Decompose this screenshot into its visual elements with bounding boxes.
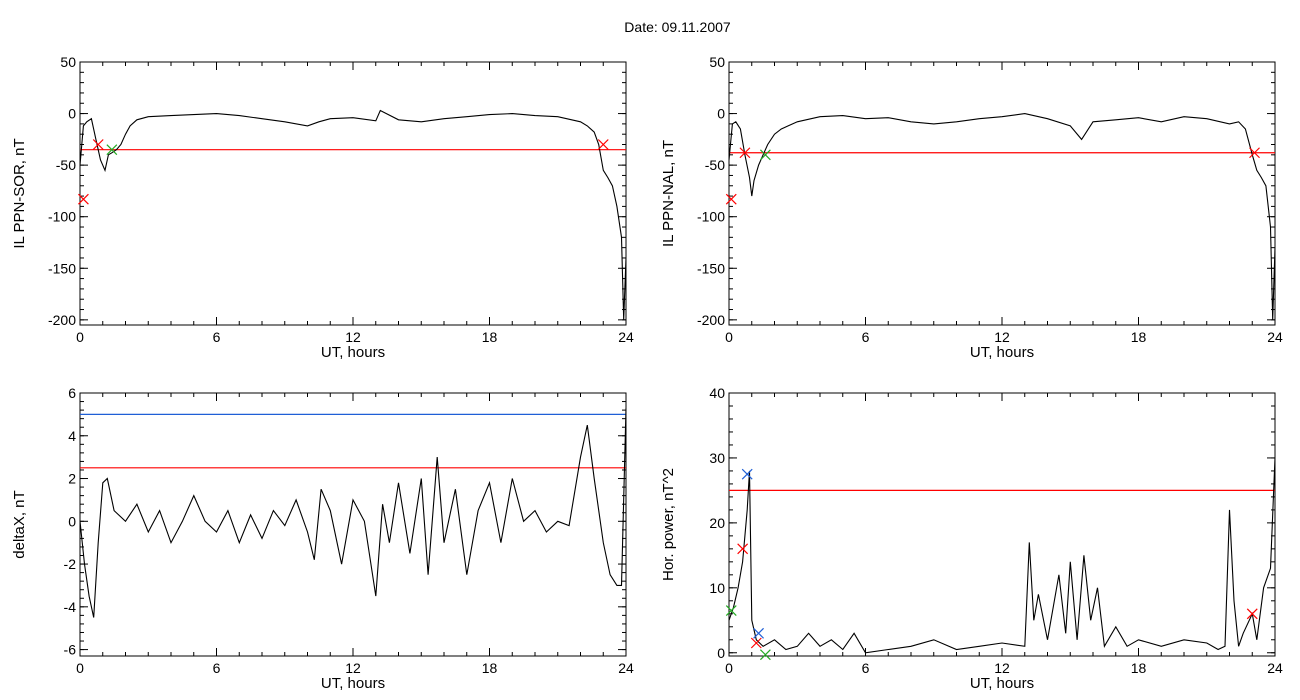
series-line <box>80 407 626 618</box>
x-tick-label: 6 <box>213 329 221 345</box>
x-axis-label: UT, hours <box>970 675 1034 692</box>
x-tick-label: 18 <box>482 660 498 676</box>
x-tick-label: 12 <box>994 329 1010 345</box>
y-tick-label: 30 <box>709 450 725 466</box>
y-tick-label: 0 <box>717 645 725 661</box>
marker-red <box>1249 147 1260 159</box>
plot-frame <box>728 392 1276 657</box>
y-tick-label: 20 <box>709 515 725 531</box>
y-tick-label: -200 <box>697 312 725 328</box>
x-tick-label: 24 <box>618 660 634 676</box>
x-tick-label: 24 <box>1267 660 1283 676</box>
marker-blue <box>753 627 764 639</box>
marker-green <box>725 605 737 616</box>
y-tick-label: -6 <box>64 642 77 658</box>
y-axis-label: deltaX, nT <box>11 490 28 558</box>
y-axis-label: Hor. power, nT^2 <box>660 468 677 581</box>
y-tick-label: 50 <box>60 54 76 70</box>
y-tick-label: -150 <box>697 260 725 276</box>
y-tick-label: -50 <box>56 157 76 173</box>
plot-frame <box>728 61 1276 326</box>
marker-red <box>750 637 762 649</box>
marker-red <box>725 193 737 205</box>
marker-blue <box>741 468 753 480</box>
x-tick-label: 18 <box>1131 660 1147 676</box>
y-tick-label: -100 <box>48 209 76 225</box>
y-tick-label: 2 <box>68 471 76 487</box>
marker-red <box>92 139 104 150</box>
y-tick-label: 0 <box>68 513 76 529</box>
y-axis-label: IL PPN-NAL, nT <box>660 140 677 247</box>
x-tick-label: 24 <box>1267 329 1283 345</box>
marker-red <box>1246 608 1258 620</box>
chart-panel-4: 0 6 12 18 24 40 30 20 10 0 UT, hours Hor. power, nT… <box>660 385 1283 692</box>
x-tick-label: 6 <box>862 660 870 676</box>
plot-frame <box>79 61 627 326</box>
y-tick-label: 40 <box>709 385 725 401</box>
x-tick-label: 0 <box>76 660 84 676</box>
x-axis-label: UT, hours <box>970 344 1034 361</box>
marker-red <box>737 543 749 555</box>
plot-frame <box>79 392 627 657</box>
y-tick-label: -4 <box>64 599 77 615</box>
series-line <box>729 113 1275 320</box>
x-tick-label: 12 <box>345 660 361 676</box>
chart-panel-2: 0 6 12 18 24 50 0 -50 -100 -150 -200 UT, hours IL PP… <box>660 54 1283 361</box>
y-tick-label: -200 <box>48 312 76 328</box>
marker-red <box>77 193 89 205</box>
x-tick-label: 24 <box>618 329 634 345</box>
y-tick-label: 0 <box>717 106 725 122</box>
y-tick-label: 4 <box>68 428 76 444</box>
x-tick-label: 18 <box>1131 329 1147 345</box>
x-tick-label: 12 <box>994 660 1010 676</box>
y-tick-label: 10 <box>709 580 725 596</box>
y-tick-label: 0 <box>68 106 76 122</box>
y-axis-label: IL PPN-SOR, nT <box>11 138 28 248</box>
chart-panel-3: 0 6 12 18 24 6 4 2 0 -2 -4 -6 UT, hours deltaX, nT <box>11 385 634 692</box>
series-line <box>729 457 1275 654</box>
y-tick-label: -150 <box>48 260 76 276</box>
x-axis-label: UT, hours <box>321 344 385 361</box>
x-tick-label: 6 <box>862 329 870 345</box>
x-tick-label: 12 <box>345 329 361 345</box>
marker-red <box>597 139 609 150</box>
chart-date-title: Date: 09.11.2007 <box>624 19 731 35</box>
marker-green <box>759 149 771 161</box>
chart-panel-1: 0 6 12 18 24 50 0 -50 -100 -150 -200 UT, hours IL PP… <box>11 54 634 361</box>
y-tick-label: 6 <box>68 385 76 401</box>
x-axis-label: UT, hours <box>321 675 385 692</box>
x-tick-label: 0 <box>725 660 733 676</box>
x-tick-label: 0 <box>76 329 84 345</box>
y-tick-label: -2 <box>64 556 77 572</box>
y-tick-label: -100 <box>697 209 725 225</box>
x-tick-label: 6 <box>213 660 221 676</box>
y-tick-label: 50 <box>709 54 725 70</box>
marker-red <box>739 147 751 159</box>
series-line <box>80 109 626 320</box>
x-tick-label: 0 <box>725 329 733 345</box>
x-tick-label: 18 <box>482 329 498 345</box>
marker-green <box>106 144 118 156</box>
marker-green <box>759 649 771 661</box>
y-tick-label: -50 <box>705 157 725 173</box>
